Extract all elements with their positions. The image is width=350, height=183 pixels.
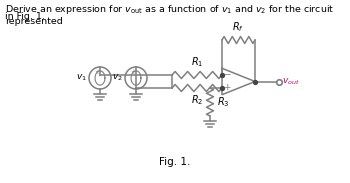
Text: in Fig. 1.: in Fig. 1. (5, 12, 45, 21)
Text: +: + (94, 69, 100, 75)
Text: $v_{out}$: $v_{out}$ (282, 76, 300, 87)
Text: −: − (223, 69, 231, 78)
Text: Derive an expression for $v_\mathrm{out}$ as a function of $v_1$ and $v_2$ for t: Derive an expression for $v_\mathrm{out}… (5, 3, 334, 26)
Text: $R_3$: $R_3$ (217, 95, 230, 109)
Text: $v_2$: $v_2$ (112, 73, 123, 83)
Text: +: + (130, 69, 136, 75)
Text: Fig. 1.: Fig. 1. (159, 157, 191, 167)
Text: $R_f$: $R_f$ (232, 20, 245, 34)
Text: $R_1$: $R_1$ (191, 55, 203, 69)
Text: $v_1$: $v_1$ (76, 73, 87, 83)
Text: $R_2$: $R_2$ (191, 93, 203, 107)
Text: +: + (223, 83, 231, 92)
